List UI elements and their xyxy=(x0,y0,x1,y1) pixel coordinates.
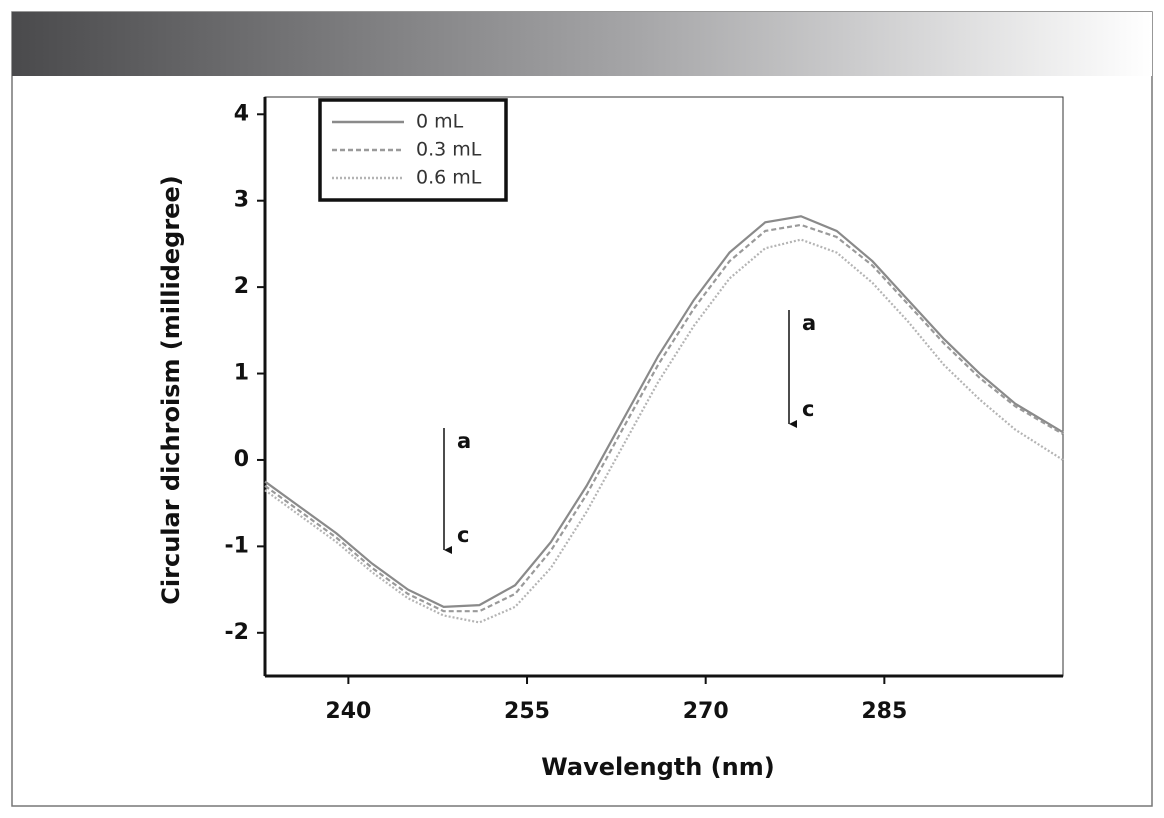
y-tick-label: 4 xyxy=(234,101,249,126)
legend-label: 0 mL xyxy=(416,111,464,133)
y-tick-label: 3 xyxy=(234,188,249,213)
annotation: a xyxy=(802,311,816,335)
annotation: c xyxy=(457,523,469,547)
annotation: c xyxy=(802,397,814,421)
data-line xyxy=(264,238,1064,624)
header-bar xyxy=(12,12,1152,76)
y-tick-label: 1 xyxy=(234,361,249,386)
legend-label: 0.6 mL xyxy=(416,167,482,189)
legend-label: 0.3 mL xyxy=(416,139,482,161)
y-axis-title: Circular dichroism (millidegree) xyxy=(157,175,185,604)
x-tick-label: 285 xyxy=(861,699,907,724)
y-tick-label: -2 xyxy=(225,620,249,645)
data-line xyxy=(264,215,1064,608)
annotation: a xyxy=(457,429,471,453)
x-tick-label: 270 xyxy=(683,699,729,724)
y-tick-label: 2 xyxy=(234,274,249,299)
data-line xyxy=(264,223,1064,613)
y-tick-label: -1 xyxy=(225,533,249,558)
x-tick-label: 255 xyxy=(504,699,550,724)
x-tick-label: 240 xyxy=(325,699,371,724)
frame xyxy=(11,11,1153,807)
y-tick-label: 0 xyxy=(234,447,249,472)
x-axis-title: Wavelength (nm) xyxy=(541,753,774,781)
